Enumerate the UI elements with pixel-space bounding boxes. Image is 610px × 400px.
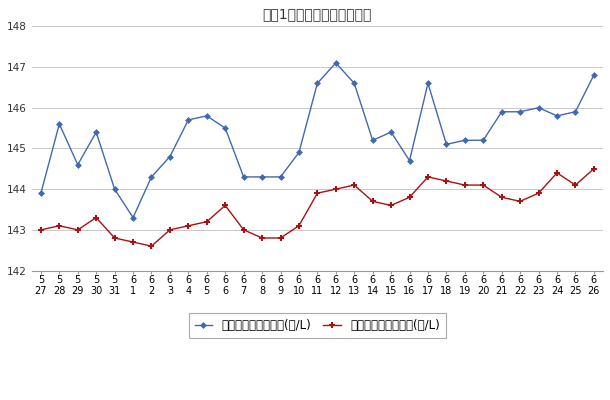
レギュラー実売価格(円/L) — [74, 228, 81, 232]
レギュラー看板価格(円/L) — [37, 191, 45, 196]
レギュラー実売価格(円/L) — [167, 228, 174, 232]
レギュラー看板価格(円/L) — [443, 142, 450, 147]
レギュラー看板価格(円/L) — [590, 73, 598, 78]
レギュラー看板価格(円/L) — [498, 109, 505, 114]
レギュラー実売価格(円/L) — [129, 240, 137, 244]
レギュラー実売価格(円/L) — [479, 183, 487, 188]
レギュラー実売価格(円/L) — [148, 244, 155, 248]
レギュラー看板価格(円/L) — [56, 122, 63, 126]
レギュラー実売価格(円/L) — [259, 236, 266, 240]
レギュラー実売価格(円/L) — [572, 183, 579, 188]
Line: レギュラー実売価格(円/L): レギュラー実売価格(円/L) — [38, 166, 597, 249]
レギュラー実売価格(円/L) — [203, 219, 210, 224]
レギュラー実売価格(円/L) — [93, 215, 100, 220]
Line: レギュラー看板価格(円/L): レギュラー看板価格(円/L) — [38, 60, 596, 220]
レギュラー実売価格(円/L) — [498, 195, 505, 200]
レギュラー看板価格(円/L) — [129, 215, 137, 220]
レギュラー実売価格(円/L) — [553, 170, 561, 175]
レギュラー看板価格(円/L) — [221, 126, 229, 130]
レギュラー実売価格(円/L) — [443, 178, 450, 183]
レギュラー実売価格(円/L) — [56, 223, 63, 228]
レギュラー看板価格(円/L) — [314, 81, 321, 86]
レギュラー実売価格(円/L) — [387, 203, 395, 208]
レギュラー実売価格(円/L) — [37, 228, 45, 232]
レギュラー実売価格(円/L) — [185, 223, 192, 228]
レギュラー看板価格(円/L) — [167, 154, 174, 159]
レギュラー実売価格(円/L) — [590, 166, 598, 171]
レギュラー看板価格(円/L) — [425, 81, 432, 86]
レギュラー実売価格(円/L) — [369, 199, 376, 204]
レギュラー看板価格(円/L) — [148, 174, 155, 179]
レギュラー実売価格(円/L) — [240, 228, 247, 232]
レギュラー実売価格(円/L) — [535, 191, 542, 196]
Title: 最近1ヶ月のレギュラー価格: 最近1ヶ月のレギュラー価格 — [263, 7, 372, 21]
レギュラー実売価格(円/L) — [351, 183, 358, 188]
レギュラー看板価格(円/L) — [111, 187, 118, 192]
レギュラー看板価格(円/L) — [185, 118, 192, 122]
レギュラー実売価格(円/L) — [111, 236, 118, 240]
レギュラー実売価格(円/L) — [221, 203, 229, 208]
レギュラー看板価格(円/L) — [406, 158, 413, 163]
レギュラー看板価格(円/L) — [240, 174, 247, 179]
レギュラー看板価格(円/L) — [461, 138, 468, 143]
レギュラー看板価格(円/L) — [517, 109, 524, 114]
レギュラー看板価格(円/L) — [332, 60, 339, 65]
レギュラー看板価格(円/L) — [74, 162, 81, 167]
レギュラー看板価格(円/L) — [259, 174, 266, 179]
レギュラー看板価格(円/L) — [203, 114, 210, 118]
レギュラー看板価格(円/L) — [572, 109, 579, 114]
レギュラー実売価格(円/L) — [425, 174, 432, 179]
Legend: レギュラー看板価格(円/L), レギュラー実売価格(円/L): レギュラー看板価格(円/L), レギュラー実売価格(円/L) — [188, 313, 446, 338]
レギュラー看板価格(円/L) — [277, 174, 284, 179]
レギュラー実売価格(円/L) — [314, 191, 321, 196]
レギュラー実売価格(円/L) — [461, 183, 468, 188]
レギュラー実売価格(円/L) — [517, 199, 524, 204]
レギュラー看板価格(円/L) — [387, 130, 395, 134]
レギュラー看板価格(円/L) — [369, 138, 376, 143]
レギュラー実売価格(円/L) — [295, 223, 303, 228]
レギュラー看板価格(円/L) — [553, 114, 561, 118]
レギュラー看板価格(円/L) — [295, 150, 303, 155]
レギュラー看板価格(円/L) — [351, 81, 358, 86]
レギュラー実売価格(円/L) — [332, 187, 339, 192]
レギュラー実売価格(円/L) — [277, 236, 284, 240]
レギュラー看板価格(円/L) — [479, 138, 487, 143]
レギュラー看板価格(円/L) — [93, 130, 100, 134]
レギュラー看板価格(円/L) — [535, 105, 542, 110]
レギュラー実売価格(円/L) — [406, 195, 413, 200]
